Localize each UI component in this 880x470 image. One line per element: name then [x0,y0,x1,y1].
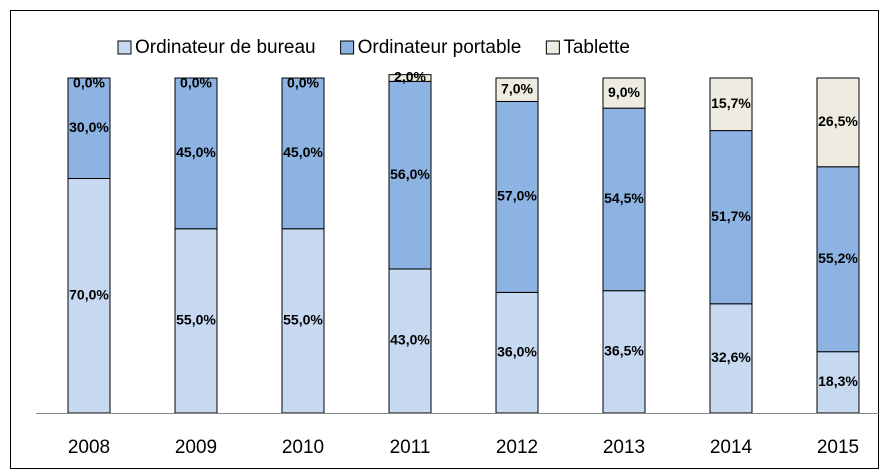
data-label: 2,0% [394,69,426,85]
bar-segment [388,268,432,414]
bar-segment [709,130,753,305]
data-label: 30,0% [69,119,109,135]
data-label: 45,0% [283,144,323,160]
bar-segment [67,77,111,179]
data-label: 54,5% [604,190,644,206]
legend-label: Ordinateur de bureau [135,37,316,58]
legend-swatch [545,40,560,55]
bar-segment [281,228,325,414]
data-label: 0,0% [73,75,105,91]
bar-segment [709,303,753,414]
x-tick-label: 2011 [390,437,431,458]
data-label: 32,6% [711,349,751,365]
data-label: 18,3% [818,373,858,389]
bar-segment [174,228,218,414]
data-label: 0,0% [180,75,212,91]
data-label: 43,0% [390,332,430,348]
bar-segment [495,77,539,102]
data-label: 26,5% [818,113,858,129]
bar-segment [602,77,646,109]
data-label: 15,7% [711,95,751,111]
bar-segment [388,80,432,270]
data-label: 45,0% [176,144,216,160]
data-label: 55,0% [283,312,323,328]
legend-swatch [117,40,132,55]
x-tick-label: 2008 [68,437,110,458]
bar-segment [816,77,860,168]
data-label: 7,0% [501,80,533,96]
x-tick-label: 2013 [603,437,645,458]
data-label: 36,0% [497,343,537,359]
data-label: 36,5% [604,343,644,359]
legend-label: Tablette [563,37,630,58]
bar-segment [388,74,432,82]
bar-segment [174,77,218,230]
x-tick-label: 2014 [710,437,753,458]
bar-segment [67,178,111,414]
legend-swatch [340,40,355,55]
data-label: 0,0% [287,75,319,91]
data-label: 57,0% [497,188,537,204]
data-label: 55,0% [176,312,216,328]
bar-segment [709,77,753,132]
data-label: 51,7% [711,208,751,224]
x-tick-label: 2015 [817,437,859,458]
data-label: 56,0% [390,166,430,182]
bar-segment [816,166,860,353]
bar-segment [495,100,539,293]
bar-segment [281,77,325,230]
data-label: 55,2% [818,250,858,266]
bar-segment [602,107,646,292]
data-label: 70,0% [69,286,109,302]
x-tick-label: 2009 [175,437,217,458]
data-label: 9,0% [608,84,640,100]
x-tick-label: 2012 [496,437,538,458]
legend-label: Ordinateur portable [358,37,522,58]
bar-segment [816,351,860,414]
x-tick-label: 2010 [282,437,324,458]
